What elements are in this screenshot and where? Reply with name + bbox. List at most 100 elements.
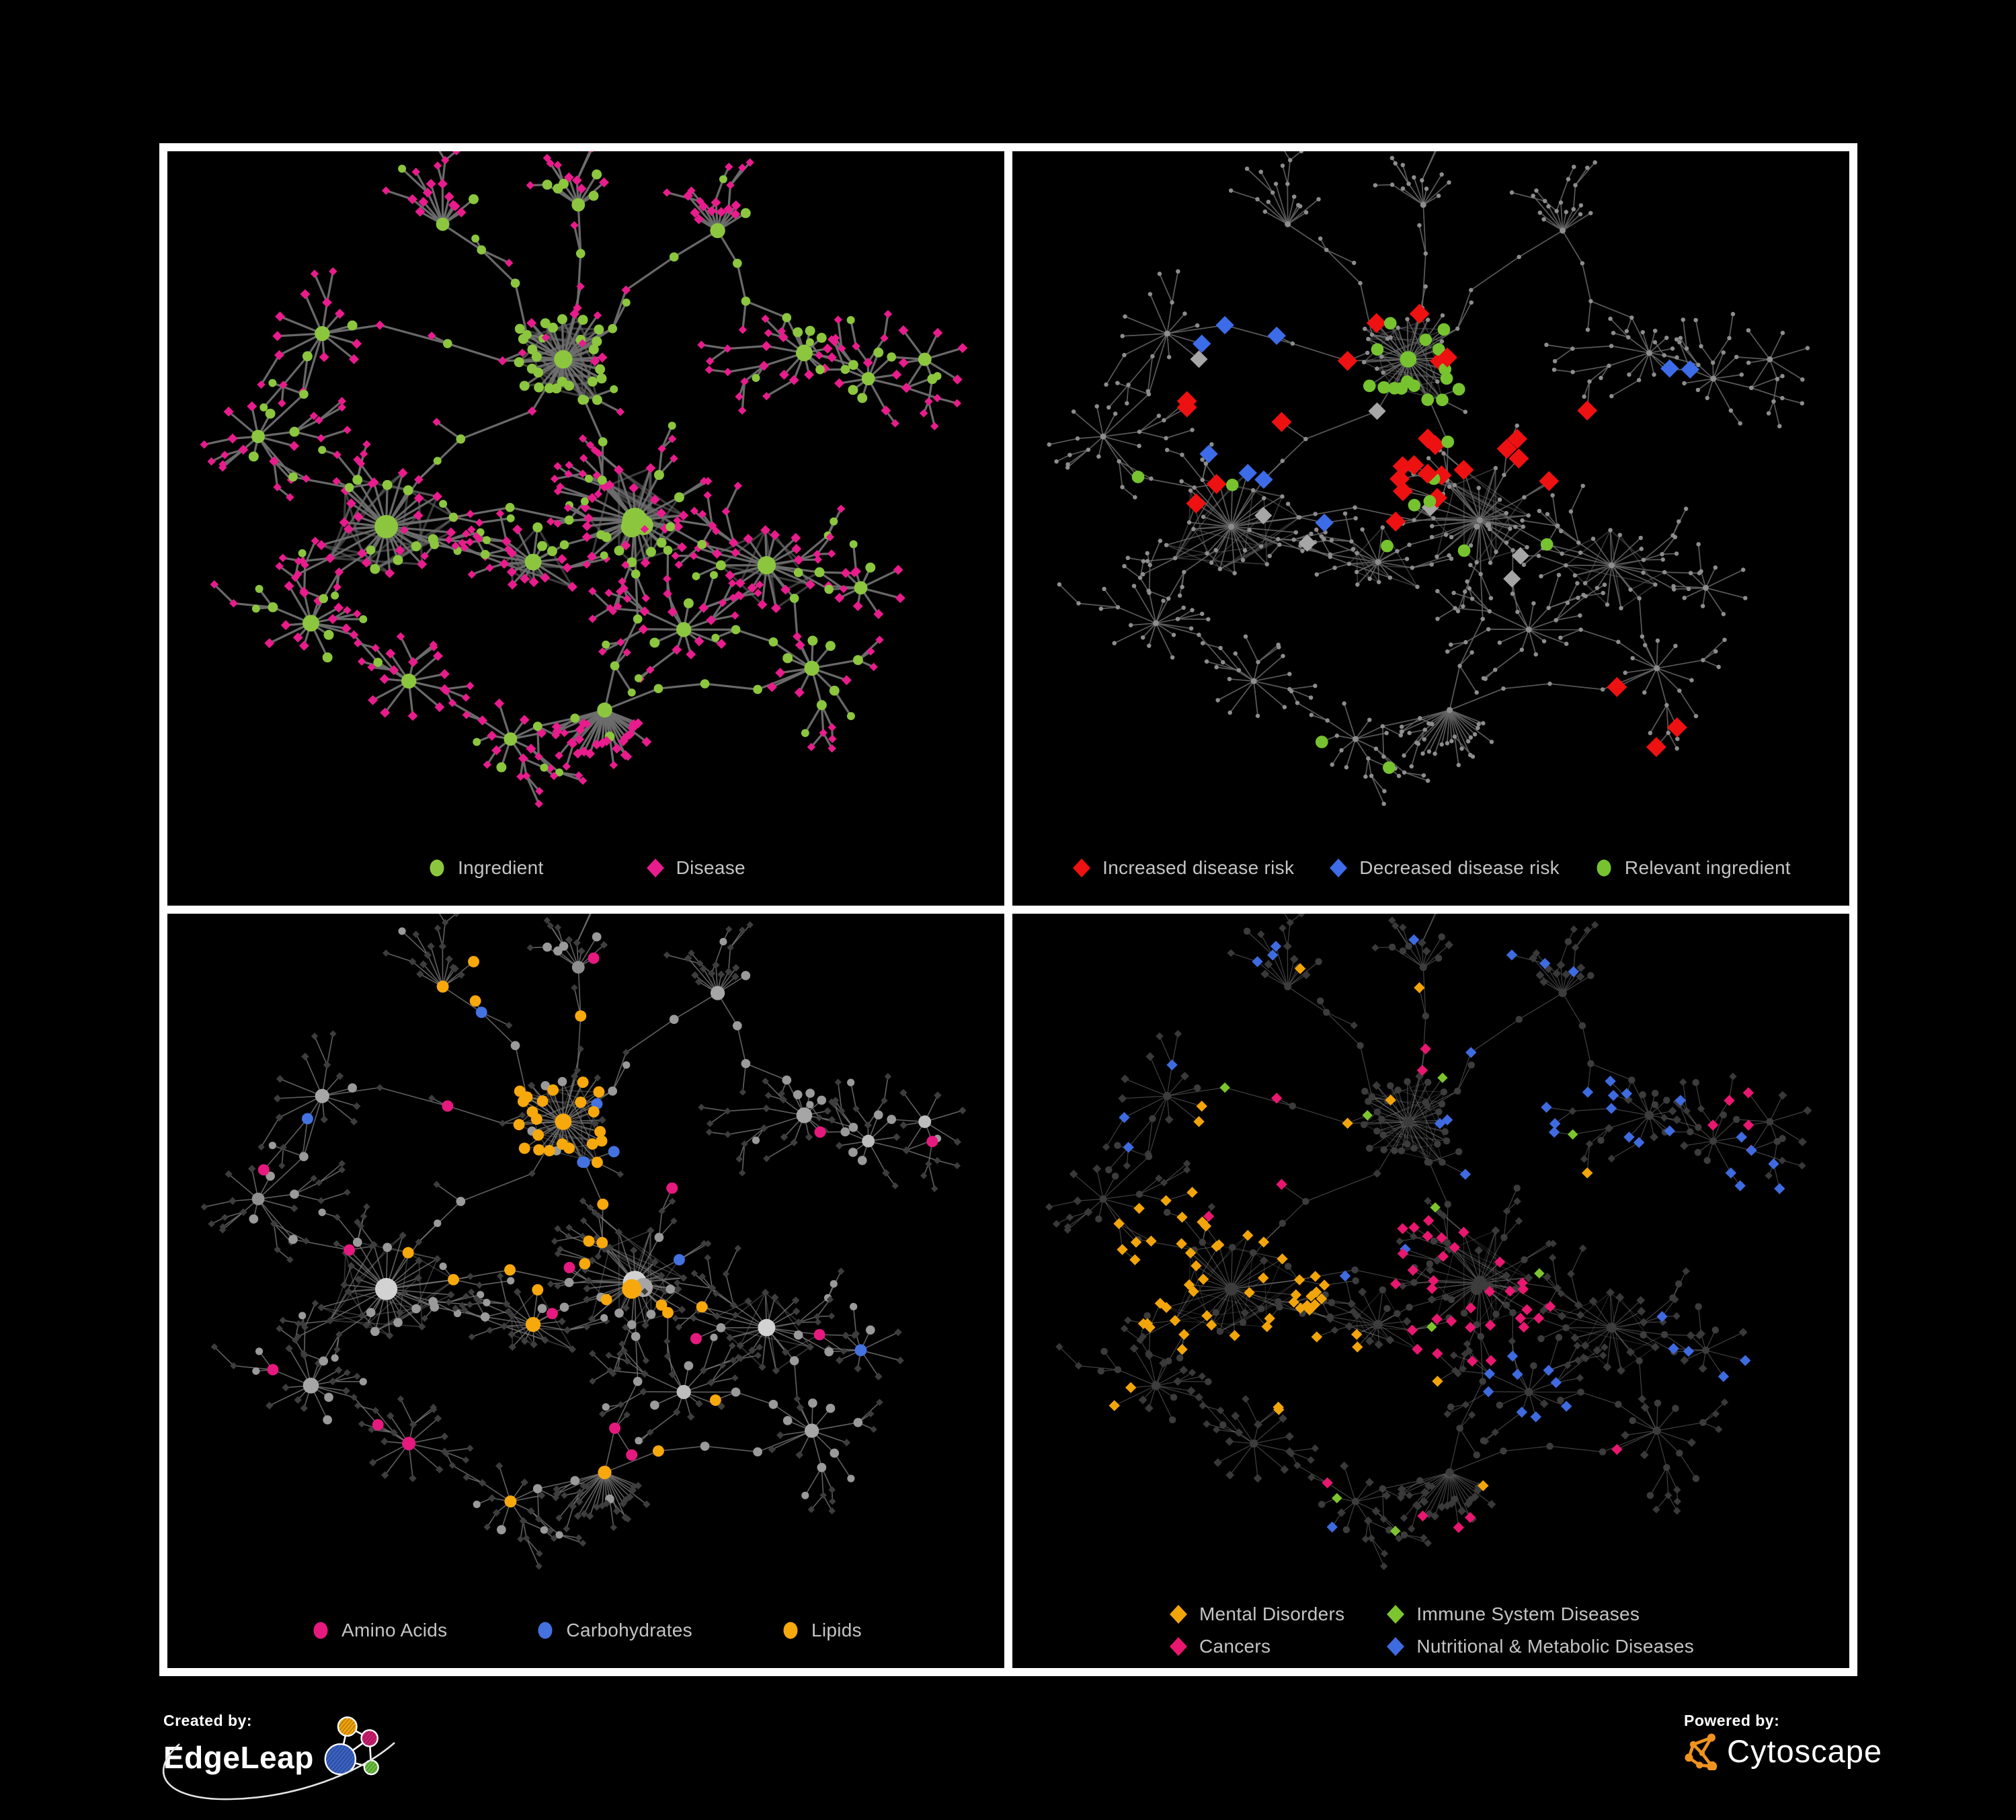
network-edge — [711, 1365, 723, 1383]
network-node — [1186, 520, 1192, 525]
network-edge — [1122, 333, 1168, 337]
network-edge — [1580, 1391, 1619, 1405]
network-node — [638, 624, 649, 635]
network-node — [707, 206, 717, 216]
network-edge — [1229, 680, 1254, 713]
network-edge — [1249, 1292, 1280, 1308]
legend-label: Increased disease risk — [1102, 857, 1295, 879]
network-edge — [937, 1160, 957, 1166]
network-node — [1225, 479, 1239, 491]
network-edge — [1547, 1276, 1562, 1294]
legend-ingredient-disease: Ingredient Disease — [167, 830, 1004, 906]
network-node — [857, 1156, 867, 1165]
network-node — [1436, 193, 1441, 198]
network-node — [407, 711, 418, 721]
network-edge — [1447, 479, 1481, 521]
network-node — [592, 169, 602, 180]
network-node — [1487, 609, 1492, 614]
network-edge — [741, 381, 746, 411]
network-edge — [1713, 1140, 1732, 1173]
network-edge — [816, 1299, 831, 1317]
network-edge — [1480, 512, 1507, 521]
network-node — [1396, 773, 1402, 779]
network-node — [602, 1403, 610, 1411]
network-node — [343, 524, 354, 535]
network-edge — [1684, 587, 1706, 599]
network-edge — [1231, 1288, 1280, 1308]
network-node — [340, 1281, 348, 1289]
network-node — [1387, 575, 1393, 580]
network-edge — [400, 1398, 414, 1425]
network-node — [571, 175, 582, 186]
network-edge — [204, 437, 233, 446]
network-edge — [1194, 1249, 1232, 1290]
network-edge — [924, 1121, 958, 1143]
network-edge — [1773, 401, 1781, 427]
network-node — [741, 1059, 751, 1068]
network-edge — [1609, 530, 1622, 608]
network-node — [331, 1354, 339, 1362]
network-node — [645, 463, 656, 473]
network-node — [494, 698, 505, 709]
network-edge — [1124, 565, 1141, 579]
network-edge — [1377, 1130, 1447, 1142]
network-node — [373, 658, 383, 667]
network-edge — [442, 986, 482, 1013]
network-edge — [272, 382, 305, 395]
network-node — [344, 1288, 353, 1296]
network-edge — [1106, 1117, 1125, 1148]
network-node — [1472, 732, 1478, 737]
network-node — [933, 393, 942, 403]
network-node — [1057, 582, 1062, 587]
network-node — [1282, 705, 1287, 709]
network-edge — [1377, 1119, 1448, 1132]
network-node — [805, 325, 815, 336]
network-node — [309, 411, 319, 420]
network-node — [1324, 247, 1329, 252]
network-node — [1695, 387, 1701, 393]
network-node — [483, 1298, 491, 1306]
network-node — [695, 196, 704, 206]
network-node — [1605, 602, 1610, 607]
network-node — [218, 1226, 227, 1234]
network-node — [358, 1312, 366, 1320]
network-edge — [1244, 1253, 1254, 1313]
network-node — [1525, 545, 1529, 550]
network-node — [280, 620, 291, 631]
network-edge — [1355, 738, 1369, 759]
network-node — [657, 1271, 666, 1279]
network-node — [824, 584, 834, 594]
network-node — [646, 1310, 656, 1319]
network-node — [1342, 511, 1348, 516]
network-node — [627, 688, 636, 697]
network-node — [755, 580, 764, 589]
network-edge — [1203, 472, 1248, 518]
network-edge — [1355, 738, 1377, 750]
network-node — [1445, 741, 1450, 746]
network-edge — [1070, 449, 1089, 456]
network-node — [563, 1261, 575, 1273]
network-node — [1358, 280, 1363, 286]
network-edge — [1449, 1472, 1492, 1505]
network-edge — [1368, 338, 1426, 341]
network-node — [303, 1378, 319, 1394]
network-edge — [1575, 924, 1596, 948]
network-node — [568, 1345, 577, 1353]
network-edge — [1102, 393, 1150, 437]
network-node — [775, 668, 786, 678]
network-node — [412, 931, 419, 938]
network-edge — [1556, 179, 1569, 212]
network-node — [527, 344, 538, 355]
network-node — [1363, 326, 1367, 331]
network-edge — [1454, 1247, 1507, 1276]
network-node — [248, 451, 259, 462]
network-node — [350, 1117, 358, 1125]
network-node — [670, 454, 678, 463]
network-node — [593, 1086, 605, 1098]
network-node — [864, 1121, 872, 1130]
network-edge — [583, 1472, 606, 1515]
network-edge — [1750, 387, 1783, 399]
network-edge — [1570, 511, 1580, 543]
network-node — [583, 1235, 595, 1247]
network-node — [793, 1330, 803, 1340]
